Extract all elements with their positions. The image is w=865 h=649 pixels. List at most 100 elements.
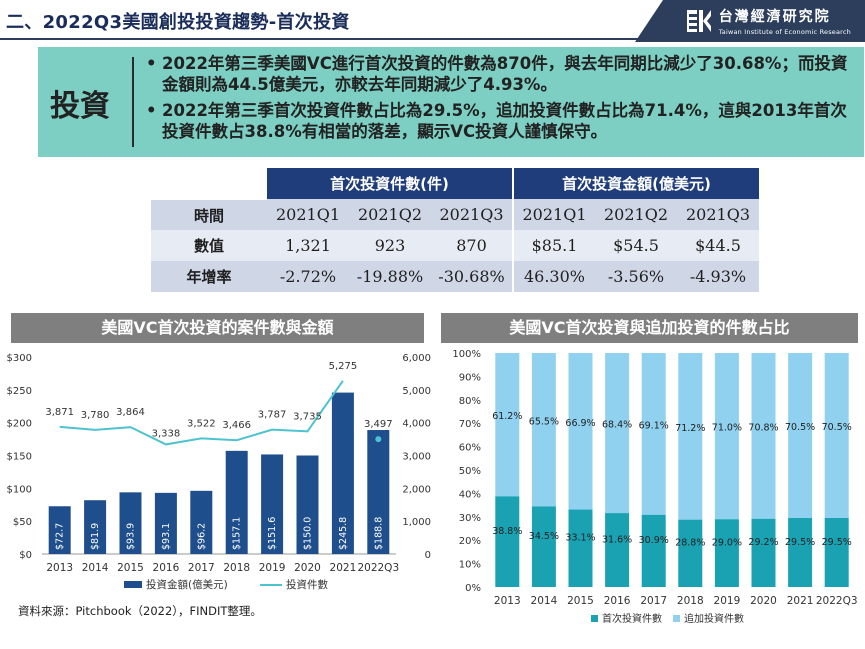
table-cell: 1,321 (267, 230, 349, 261)
header: 二、2022Q3美國創投投資趨勢-首次投資 台灣經濟研究院 Taiwan Ins… (0, 0, 865, 42)
line-value-label: 3,735 (293, 411, 322, 422)
header-band (635, 0, 865, 42)
table-cell: 2021Q2 (595, 199, 677, 230)
first-investment-bar (568, 509, 593, 587)
follow-on-investment-bar (495, 353, 520, 497)
summary-box: 投資 • 2022年第三季美國VC進行首次投資的件數為870件，與去年同期比減少了… (38, 47, 864, 157)
table-cell: 870 (431, 230, 514, 261)
y-tick-label: 80% (459, 396, 481, 407)
x-tick-label: 2021 (330, 562, 357, 574)
y-tick-label: 40% (459, 489, 481, 500)
amount-bar (119, 492, 142, 554)
amount-bar (367, 430, 390, 554)
first-investment-bar (824, 517, 849, 587)
follow-value-label: 70.5% (822, 422, 852, 433)
table-cell: -3.56% (595, 261, 677, 292)
first-value-label: 28.8% (675, 538, 705, 549)
summary-bullet: • 2022年第三季美國VC進行首次投資的件數為870件，與去年同期比減少了30.… (146, 54, 848, 94)
follow-value-label: 68.4% (602, 420, 632, 431)
table-cell: -4.93% (677, 261, 759, 292)
y-tick-label: 0% (465, 583, 481, 594)
y-tick-label: 70% (459, 419, 481, 430)
investment-table: 首次投資件數(件) 首次投資金額(億美元) 時間 2021Q1 2021Q2 2… (151, 168, 759, 292)
follow-value-label: 71.2% (675, 423, 705, 434)
bar-value-label: $188.8 (373, 517, 384, 550)
table-cell: 2021Q3 (431, 199, 514, 230)
first-value-label: 29.5% (822, 537, 852, 548)
summary-bullets: • 2022年第三季美國VC進行首次投資的件數為870件，與去年同期比減少了30.… (144, 53, 858, 147)
x-tick-label: 2020 (750, 595, 777, 607)
line-value-label: 3,787 (258, 410, 287, 421)
summary-divider (132, 57, 134, 147)
left-chart-title: 美國VC首次投資的案件數與金額 (11, 313, 424, 343)
table-cell: -19.88% (349, 261, 431, 292)
y-tick-label: 20% (459, 536, 481, 547)
table-cell: 2021Q2 (349, 199, 431, 230)
follow-value-label: 61.2% (492, 411, 522, 422)
x-tick-label: 2016 (604, 595, 631, 607)
first-value-label: 34.5% (529, 531, 559, 542)
follow-on-investment-bar (641, 353, 666, 515)
follow-on-investment-bar (714, 353, 739, 520)
x-tick-label: 2022Q3 (357, 562, 399, 574)
legend-swatch-first (591, 615, 598, 622)
legend-swatch-follow (673, 615, 680, 622)
logo-subtitle: Taiwan Institute of Economic Research (718, 28, 851, 36)
count-line (59, 380, 344, 446)
y-tick-label: 90% (459, 372, 481, 383)
y-left-tick-label: $150 (7, 452, 32, 463)
y-right-tick-label: 6,000 (402, 353, 431, 364)
x-tick-label: 2018 (677, 595, 704, 607)
amount-bar (225, 450, 248, 554)
y-left-tick-label: $50 (13, 517, 32, 528)
amount-bar (261, 454, 284, 554)
x-tick-label: 2015 (117, 562, 144, 574)
bar-value-label: $93.1 (161, 523, 172, 550)
x-tick-label: 2022Q3 (816, 595, 858, 607)
amount-bar (84, 500, 107, 554)
table-cell: -2.72% (267, 261, 349, 292)
amount-bar (296, 455, 319, 554)
x-tick-label: 2017 (188, 562, 215, 574)
y-right-tick-label: 4,000 (402, 419, 431, 430)
logo-mark-icon (686, 10, 711, 32)
bar-value-label: $96.2 (196, 523, 207, 550)
y-tick-label: 10% (459, 560, 481, 571)
logo-name: 台灣經濟研究院 (718, 9, 831, 25)
legend-swatch-amount (124, 581, 142, 588)
y-left-tick-label: $200 (7, 419, 32, 430)
follow-value-label: 70.5% (785, 422, 815, 433)
line-value-label: 3,780 (81, 410, 110, 421)
y-tick-label: 60% (459, 443, 481, 454)
line-value-label: 3,871 (45, 407, 74, 418)
y-right-tick-label: 0 (425, 550, 431, 561)
table-cell: $54.5 (595, 230, 677, 261)
x-tick-label: 2018 (223, 562, 250, 574)
table-group-header-count: 首次投資件數(件) (267, 168, 514, 199)
line-value-label: 5,275 (329, 361, 358, 372)
line-value-label: 3,864 (116, 407, 145, 418)
combo-chart: $0 $50 $100 $150 $200 $250 $300 0 1,000 2,000 3,00… (7, 353, 431, 591)
y-right-tick-label: 2,000 (402, 484, 431, 495)
x-tick-label: 2013 (46, 562, 73, 574)
table-row-label: 數值 (151, 230, 267, 261)
line-value-label: 3,338 (152, 428, 181, 439)
amount-bar (154, 492, 177, 554)
count-point (375, 436, 382, 443)
first-investment-bar (788, 517, 813, 587)
first-value-label: 29.5% (785, 537, 815, 548)
x-tick-label: 2016 (153, 562, 180, 574)
x-tick-label: 2020 (294, 562, 321, 574)
stacked-bar-chart: 0% 10% 20% 30% 40% 50% 60% 70% 80% 90% 100% 38.8% 61… (452, 349, 858, 625)
amount-bar (48, 506, 71, 554)
right-chart-title: 美國VC首次投資與追加投資的件數占比 (441, 313, 858, 343)
y-left-tick-label: $250 (7, 386, 32, 397)
summary-label: 投資 (50, 89, 110, 124)
x-tick-label: 2014 (82, 562, 109, 574)
table-row-label: 時間 (151, 199, 267, 230)
x-tick-label: 2013 (494, 595, 521, 607)
follow-on-investment-bar (568, 353, 593, 510)
table-cell: -30.68% (431, 261, 514, 292)
follow-on-investment-bar (751, 353, 776, 519)
bar-value-label: $150.0 (303, 517, 314, 550)
